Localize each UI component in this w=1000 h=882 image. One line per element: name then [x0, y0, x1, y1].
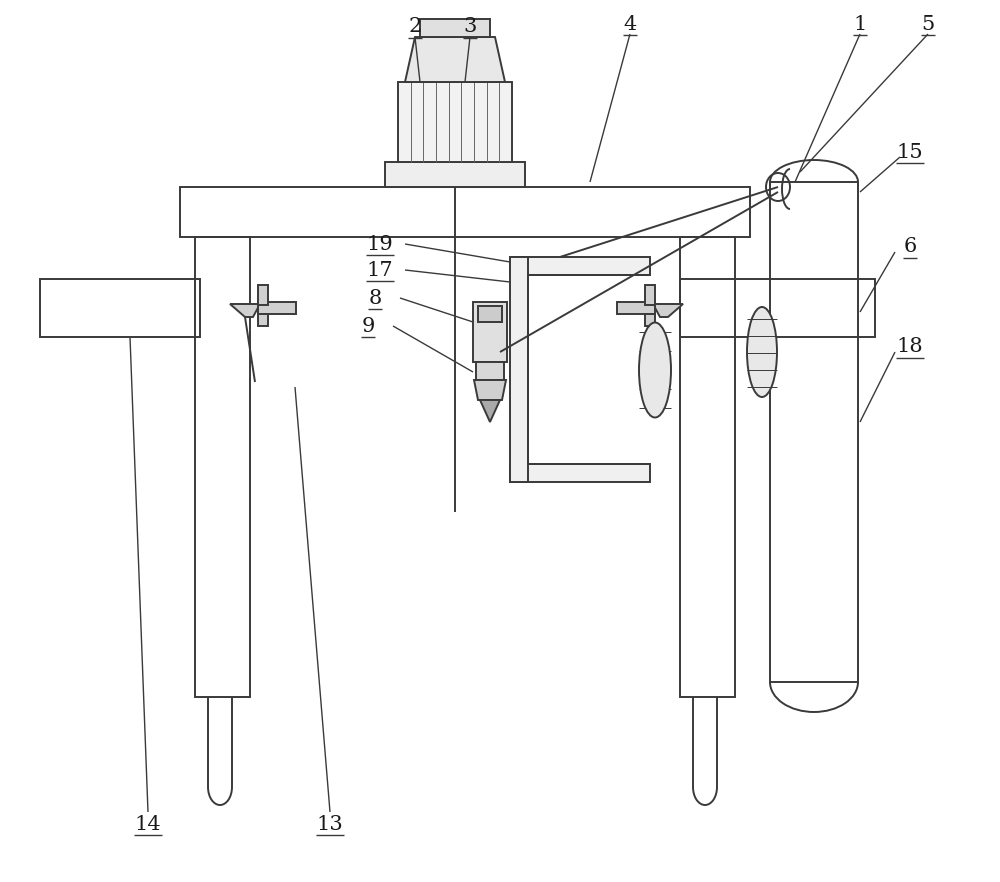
Bar [680, 279, 875, 337]
Bar [680, 237, 735, 697]
Bar [645, 314, 655, 326]
Polygon shape [480, 400, 500, 422]
Polygon shape [405, 37, 505, 82]
Text: 17: 17 [367, 260, 393, 280]
Ellipse shape [639, 323, 671, 417]
Text: 5: 5 [921, 14, 935, 34]
Bar [478, 306, 502, 322]
Text: 4: 4 [623, 14, 637, 34]
Text: 18: 18 [897, 338, 923, 356]
Text: 13: 13 [317, 814, 343, 833]
Text: 8: 8 [368, 288, 382, 308]
Text: 15: 15 [897, 143, 923, 161]
Bar [476, 362, 504, 380]
Bar [195, 237, 250, 697]
Text: 6: 6 [903, 237, 917, 257]
Text: 19: 19 [367, 235, 393, 253]
Text: 9: 9 [361, 317, 375, 335]
Bar [420, 19, 490, 37]
Bar [510, 257, 528, 482]
Ellipse shape [747, 307, 777, 397]
Text: 2: 2 [408, 18, 422, 36]
Bar [398, 82, 512, 162]
Polygon shape [653, 304, 683, 317]
Polygon shape [230, 304, 260, 317]
Bar [473, 302, 507, 362]
Text: 1: 1 [853, 14, 867, 34]
Bar [510, 257, 650, 275]
Bar [510, 464, 650, 482]
Bar [40, 279, 200, 337]
Bar [385, 162, 525, 187]
Bar [258, 302, 296, 314]
Bar [770, 182, 858, 682]
Bar [258, 285, 268, 305]
Text: 14: 14 [135, 814, 161, 833]
Bar [180, 187, 750, 237]
Bar [258, 314, 268, 326]
Bar [645, 285, 655, 305]
Text: 3: 3 [463, 18, 477, 36]
Bar [617, 302, 655, 314]
Polygon shape [474, 380, 506, 400]
